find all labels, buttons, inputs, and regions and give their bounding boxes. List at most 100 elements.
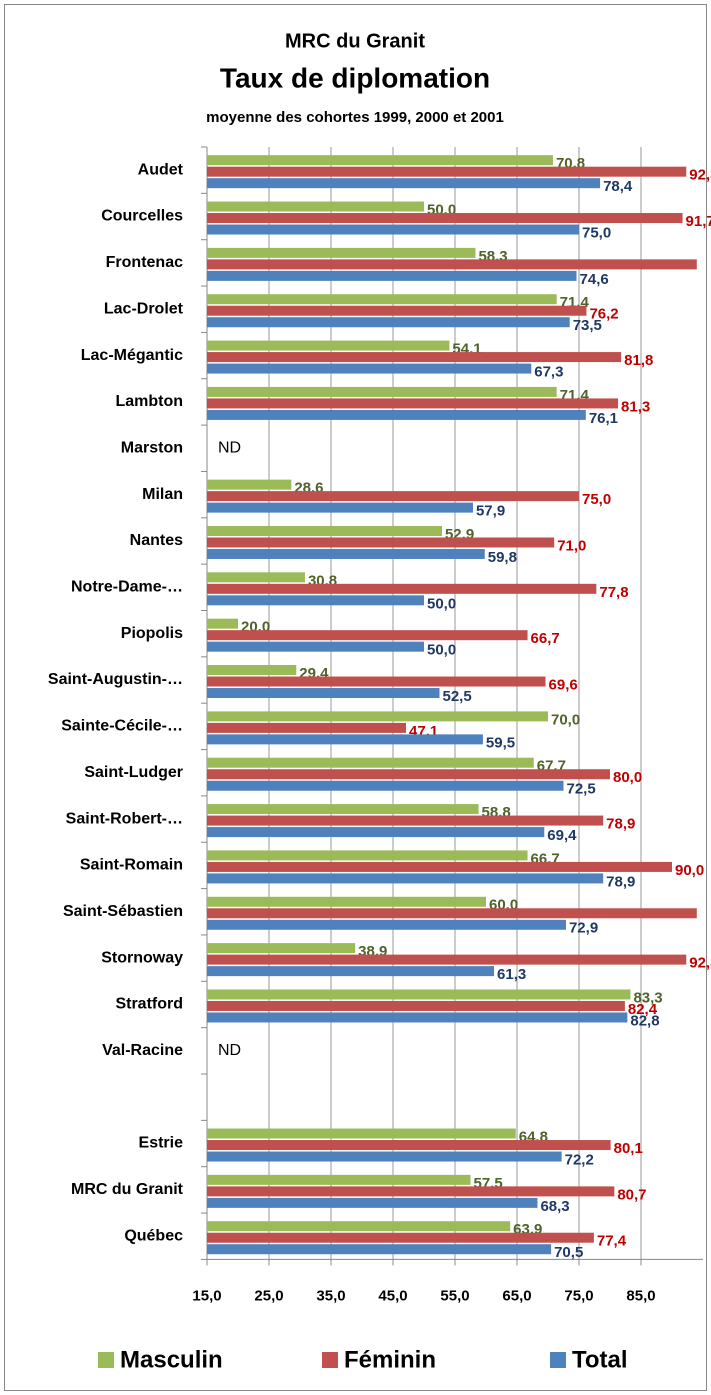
y-tick-label: Lac-Mégantic — [81, 347, 183, 364]
bar — [207, 340, 450, 351]
bar — [207, 572, 305, 583]
data-label: 78,4 — [603, 178, 633, 195]
nd-label: ND — [218, 439, 241, 456]
legend-label: Total — [572, 1346, 628, 1373]
y-tick-label: MRC du Granit — [71, 1181, 184, 1198]
data-label: 72,9 — [569, 920, 598, 937]
bar — [207, 1000, 625, 1011]
bar — [207, 294, 557, 305]
data-label: 75,0 — [582, 491, 611, 508]
bar — [207, 861, 672, 872]
data-label: 72,5 — [567, 781, 596, 798]
y-tick-label: Frontenac — [106, 254, 183, 271]
y-tick-label: Val-Racine — [102, 1042, 183, 1059]
bar — [207, 166, 687, 177]
bar — [207, 966, 495, 977]
bar — [207, 386, 557, 397]
bar — [207, 757, 534, 768]
x-tick-label: 45,0 — [378, 1287, 407, 1304]
data-label: 81,3 — [621, 398, 650, 415]
bar — [207, 224, 579, 235]
data-label: 50,0 — [427, 642, 456, 659]
y-tick-label: Notre-Dame-… — [71, 579, 183, 596]
legend-swatch — [550, 1352, 566, 1368]
y-tick-label: Saint-Augustin-… — [48, 671, 183, 688]
bar — [207, 201, 424, 212]
bar — [207, 815, 604, 826]
bar — [207, 548, 485, 559]
data-label: 75,0 — [582, 224, 611, 241]
bar — [207, 943, 356, 954]
bar — [207, 155, 553, 166]
bar — [207, 896, 486, 907]
data-label: 59,5 — [486, 734, 515, 751]
bar — [207, 363, 532, 374]
data-label: 92,3 — [689, 955, 711, 972]
y-tick-label: Saint-Sébastien — [63, 903, 183, 920]
bar — [207, 722, 407, 733]
bar — [207, 178, 601, 189]
data-label: 68,3 — [540, 1198, 569, 1215]
bar — [207, 259, 697, 270]
data-label: 82,8 — [630, 1012, 659, 1029]
y-tick-label: Québec — [124, 1227, 183, 1244]
legend-label: Féminin — [344, 1346, 436, 1373]
bar — [207, 1174, 471, 1185]
bar — [207, 1151, 562, 1162]
bar — [207, 247, 476, 258]
bar — [207, 780, 564, 791]
bar — [207, 827, 545, 838]
data-label: 90,0 — [675, 862, 704, 879]
chart-note: moyenne des cohortes 1999, 2000 et 2001 — [206, 109, 504, 126]
bar — [207, 641, 424, 652]
data-label: 78,9 — [606, 873, 635, 890]
bar — [207, 525, 442, 536]
y-tick-label: Courcelles — [101, 208, 183, 225]
bar — [207, 1244, 552, 1255]
y-tick-label: Saint-Robert-… — [66, 810, 183, 827]
data-label: 91,7 — [686, 213, 711, 230]
data-label: 80,7 — [617, 1186, 646, 1203]
bar — [207, 769, 610, 780]
bar — [207, 734, 483, 745]
y-tick-label: Sainte-Cécile-… — [61, 718, 183, 735]
bar — [207, 1128, 516, 1139]
bar — [207, 850, 528, 861]
bar — [207, 213, 683, 224]
x-tick-label: 25,0 — [254, 1287, 283, 1304]
bar — [207, 352, 622, 363]
data-label: 82,4 — [628, 1001, 658, 1018]
y-tick-label: Estrie — [139, 1135, 184, 1152]
x-tick-label: 35,0 — [316, 1287, 345, 1304]
y-tick-label: Audet — [138, 161, 184, 178]
data-label: 61,3 — [497, 966, 526, 983]
data-label: 76,1 — [589, 410, 618, 427]
data-label: 92,3 — [689, 167, 711, 184]
x-tick-label: 75,0 — [564, 1287, 593, 1304]
bar — [207, 989, 631, 1000]
y-tick-label: Saint-Ludger — [84, 764, 183, 781]
bar — [207, 398, 619, 409]
data-label: 70,5 — [554, 1244, 583, 1261]
bar — [207, 409, 586, 420]
data-label: 67,3 — [534, 364, 563, 381]
data-label: 59,8 — [488, 549, 517, 566]
bar — [207, 1140, 611, 1151]
bar — [207, 537, 555, 548]
bar — [207, 595, 424, 606]
bar — [207, 305, 587, 316]
data-label: 78,9 — [606, 816, 635, 833]
bar — [207, 688, 440, 699]
x-tick-label: 65,0 — [502, 1287, 531, 1304]
bar — [207, 676, 546, 687]
x-tick-label: 15,0 — [192, 1287, 221, 1304]
bar — [207, 583, 597, 594]
data-label: 50,0 — [427, 595, 456, 612]
data-label: 66,7 — [531, 630, 560, 647]
bar — [207, 1197, 538, 1208]
y-tick-label: Marston — [121, 439, 183, 456]
data-label: 77,8 — [599, 584, 628, 601]
bar — [207, 502, 473, 513]
data-label: 81,8 — [624, 352, 653, 369]
